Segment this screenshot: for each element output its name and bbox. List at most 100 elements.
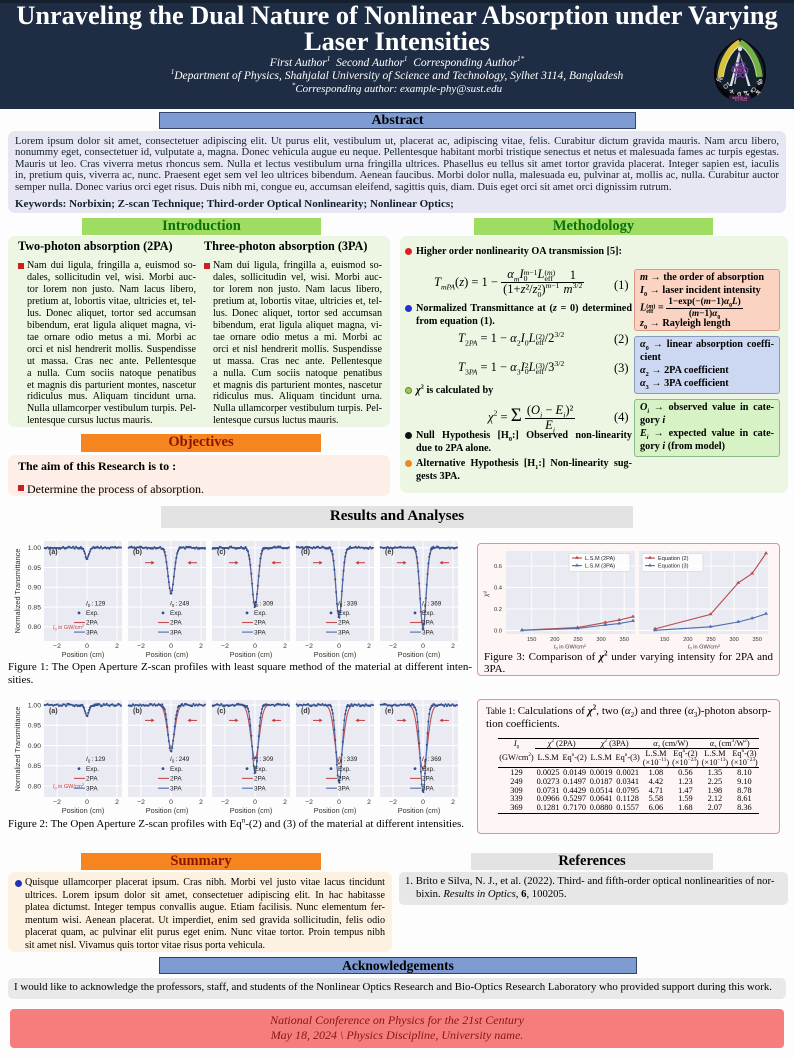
svg-text:3PA: 3PA <box>86 785 98 792</box>
svg-text:0.90: 0.90 <box>28 585 41 592</box>
svg-text:300: 300 <box>596 637 605 643</box>
svg-text:Exp.: Exp. <box>254 766 267 773</box>
svg-text:2: 2 <box>115 643 119 650</box>
svg-text:2: 2 <box>115 799 119 806</box>
svg-text:0.2: 0.2 <box>494 607 502 613</box>
svg-text:Position (cm): Position (cm) <box>230 806 273 815</box>
svg-text:2PA: 2PA <box>86 620 98 627</box>
svg-text:3PA: 3PA <box>338 629 350 636</box>
svg-text:2PA: 2PA <box>338 776 350 783</box>
svg-text:−2: −2 <box>221 643 229 650</box>
svg-text:Position (cm): Position (cm) <box>62 806 105 815</box>
svg-text:1.00: 1.00 <box>28 545 41 552</box>
svg-text:0: 0 <box>337 643 341 650</box>
svg-text:0.95: 0.95 <box>28 565 41 572</box>
svg-text:2PA: 2PA <box>170 620 182 627</box>
svg-text:0: 0 <box>253 799 257 806</box>
svg-text:250: 250 <box>573 637 582 643</box>
svg-text:2PA: 2PA <box>254 620 266 627</box>
svg-text:χ²: χ² <box>483 590 490 598</box>
svg-text:3PA: 3PA <box>422 785 434 792</box>
svg-text:Exp.: Exp. <box>422 766 435 773</box>
svg-text:350: 350 <box>620 637 629 643</box>
svg-text:0: 0 <box>85 799 89 806</box>
svg-text:0: 0 <box>253 643 257 650</box>
svg-text:3PA: 3PA <box>254 785 266 792</box>
svg-text:0: 0 <box>421 799 425 806</box>
svg-text:Exp.: Exp. <box>254 610 267 617</box>
svg-text:Exp.: Exp. <box>338 610 351 617</box>
svg-text:Exp.: Exp. <box>86 610 99 617</box>
svg-text:2: 2 <box>367 799 371 806</box>
svg-text:(b): (b) <box>133 708 142 715</box>
svg-text:I0 in GW/cm2: I0 in GW/cm2 <box>53 782 85 790</box>
svg-text:2: 2 <box>451 643 455 650</box>
svg-text:3PA: 3PA <box>338 785 350 792</box>
svg-text:0: 0 <box>337 799 341 806</box>
svg-text:Position (cm): Position (cm) <box>146 650 189 659</box>
svg-text:−2: −2 <box>305 799 313 806</box>
svg-text:Exp.: Exp. <box>86 766 99 773</box>
svg-text:(a): (a) <box>49 549 58 556</box>
svg-text:শাবিপ্র: শাবিপ্র <box>732 95 748 103</box>
svg-text:0.80: 0.80 <box>28 783 41 790</box>
svg-text:200: 200 <box>550 637 559 643</box>
svg-text:0.4: 0.4 <box>494 586 503 592</box>
svg-text:250: 250 <box>706 637 715 643</box>
svg-text:(e): (e) <box>385 549 394 556</box>
svg-text:Position (cm): Position (cm) <box>398 806 441 815</box>
svg-text:(b): (b) <box>133 549 142 556</box>
svg-text:0.80: 0.80 <box>28 624 41 631</box>
svg-text:Exp.: Exp. <box>338 766 351 773</box>
svg-text:0.6: 0.6 <box>494 564 502 570</box>
svg-text:I0 in GW/cm2: I0 in GW/cm2 <box>688 643 721 651</box>
svg-text:Normalized Transmittance: Normalized Transmittance <box>13 707 22 792</box>
svg-text:2: 2 <box>283 643 287 650</box>
svg-text:3PA: 3PA <box>86 629 98 636</box>
svg-text:−2: −2 <box>53 643 61 650</box>
svg-text:(d): (d) <box>301 708 310 715</box>
svg-text:3PA: 3PA <box>254 629 266 636</box>
svg-text:Position (cm): Position (cm) <box>146 806 189 815</box>
svg-text:350: 350 <box>753 637 762 643</box>
svg-text:0: 0 <box>169 643 173 650</box>
svg-text:Exp.: Exp. <box>170 766 183 773</box>
svg-text:2: 2 <box>451 799 455 806</box>
svg-text:2PA: 2PA <box>170 776 182 783</box>
svg-text:L.S.M (3PA): L.S.M (3PA) <box>585 564 615 570</box>
svg-text:(c): (c) <box>217 708 226 715</box>
svg-text:(c): (c) <box>217 549 226 556</box>
svg-text:0.90: 0.90 <box>28 743 41 750</box>
svg-text:(d): (d) <box>301 549 310 556</box>
svg-text:0: 0 <box>169 799 173 806</box>
svg-text:2PA: 2PA <box>338 620 350 627</box>
svg-text:(e): (e) <box>385 708 394 715</box>
svg-text:I0 in GW/cm2: I0 in GW/cm2 <box>53 623 85 631</box>
svg-text:−2: −2 <box>53 799 61 806</box>
svg-text:200: 200 <box>683 637 692 643</box>
svg-text:Position (cm): Position (cm) <box>314 650 357 659</box>
svg-text:−2: −2 <box>305 643 313 650</box>
svg-text:0.85: 0.85 <box>28 604 41 611</box>
svg-text:−2: −2 <box>221 799 229 806</box>
svg-text:Equation (2): Equation (2) <box>658 556 689 562</box>
svg-text:300: 300 <box>729 637 738 643</box>
svg-text:Position (cm): Position (cm) <box>314 806 357 815</box>
svg-text:0.85: 0.85 <box>28 763 41 770</box>
svg-text:0.0: 0.0 <box>494 629 502 635</box>
svg-text:0: 0 <box>421 643 425 650</box>
svg-text:−2: −2 <box>389 799 397 806</box>
svg-text:3PA: 3PA <box>170 785 182 792</box>
svg-text:2: 2 <box>199 799 203 806</box>
svg-text:Normalized Transmittance: Normalized Transmittance <box>13 549 22 634</box>
svg-text:Equation (3): Equation (3) <box>658 564 689 570</box>
svg-text:Exp.: Exp. <box>422 610 435 617</box>
svg-text:2: 2 <box>283 799 287 806</box>
svg-text:150: 150 <box>527 637 536 643</box>
svg-text:−2: −2 <box>389 643 397 650</box>
svg-text:−2: −2 <box>137 643 145 650</box>
svg-text:L.S.M (2PA): L.S.M (2PA) <box>585 556 615 562</box>
svg-text:(a): (a) <box>49 708 58 715</box>
svg-text:3PA: 3PA <box>422 629 434 636</box>
svg-text:Position (cm): Position (cm) <box>62 650 105 659</box>
